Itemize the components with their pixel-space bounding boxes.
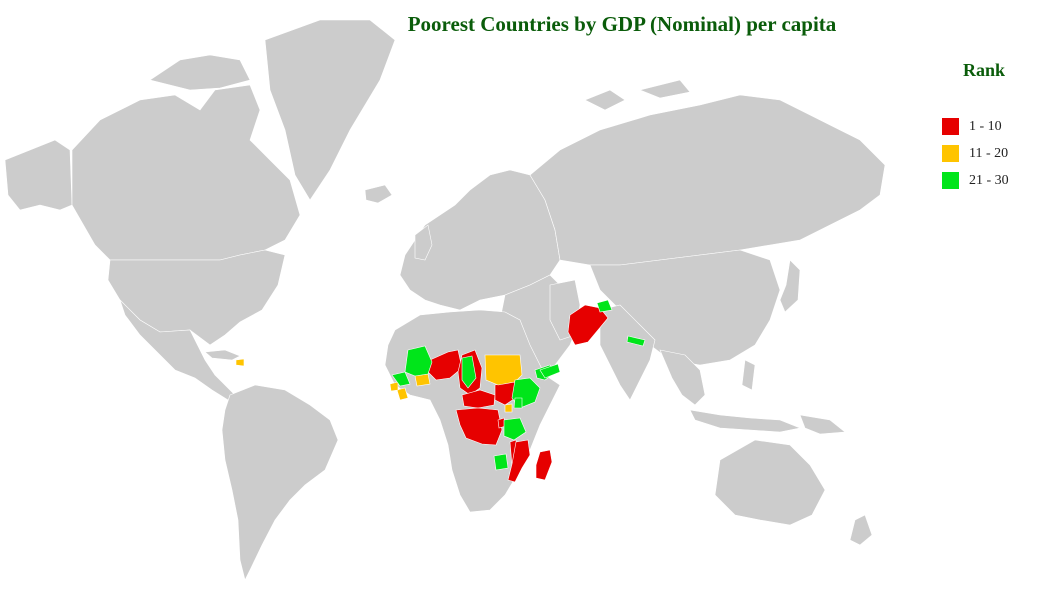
- legend-swatch-yellow: [942, 145, 959, 162]
- legend-item-rank-1-10[interactable]: 1 - 10: [934, 113, 1034, 140]
- country-yemen[interactable]: [539, 363, 561, 379]
- region-australia[interactable]: [714, 439, 826, 526]
- region-iceland[interactable]: [364, 184, 393, 204]
- region-canada[interactable]: [71, 84, 301, 261]
- country-rwanda[interactable]: [504, 403, 513, 413]
- country-sierra-leone[interactable]: [389, 381, 399, 392]
- region-philippines[interactable]: [741, 359, 756, 391]
- country-car[interactable]: [461, 389, 496, 409]
- country-tajikistan[interactable]: [596, 299, 613, 313]
- country-niger[interactable]: [427, 349, 463, 381]
- map-title: Poorest Countries by GDP (Nominal) per c…: [407, 12, 837, 36]
- region-south-america[interactable]: [221, 384, 339, 581]
- region-japan[interactable]: [779, 259, 801, 313]
- legend-label: 1 - 10: [969, 118, 1002, 134]
- land-layer: [4, 19, 886, 581]
- country-dr-congo[interactable]: [455, 407, 503, 446]
- legend-label: 11 - 20: [969, 145, 1009, 161]
- legend-swatch-green: [942, 172, 959, 189]
- region-alaska[interactable]: [4, 139, 73, 211]
- country-madagascar[interactable]: [535, 449, 553, 481]
- legend-label: 21 - 30: [969, 172, 1009, 188]
- legend-title: Rank: [962, 60, 1006, 80]
- region-se-asia[interactable]: [659, 349, 706, 406]
- region-papua[interactable]: [799, 414, 846, 435]
- region-usa[interactable]: [107, 249, 286, 346]
- region-new-zealand[interactable]: [849, 514, 873, 546]
- region-russia-islands[interactable]: [584, 79, 691, 111]
- country-haiti[interactable]: [235, 358, 245, 367]
- region-cuba[interactable]: [204, 349, 241, 361]
- legend-item-rank-21-30[interactable]: 21 - 30: [934, 167, 1034, 194]
- country-liberia[interactable]: [396, 387, 409, 401]
- region-india[interactable]: [599, 304, 656, 401]
- legend: Rank 1 - 10 11 - 20 21 - 30: [934, 60, 1034, 194]
- country-uganda[interactable]: [513, 397, 523, 409]
- region-greenland[interactable]: [264, 19, 396, 201]
- country-nepal[interactable]: [626, 335, 646, 347]
- country-zimbabwe[interactable]: [493, 453, 509, 471]
- region-uk[interactable]: [414, 224, 433, 261]
- region-arctic-islands[interactable]: [149, 54, 251, 91]
- country-mozambique[interactable]: [507, 439, 531, 483]
- legend-swatch-red: [942, 118, 959, 135]
- country-tanzania[interactable]: [503, 417, 527, 441]
- country-guinea[interactable]: [391, 371, 411, 387]
- legend-item-rank-11-20[interactable]: 11 - 20: [934, 140, 1034, 167]
- highlight-layer: [235, 299, 646, 483]
- region-russia[interactable]: [529, 94, 886, 266]
- country-central-africa-green[interactable]: [461, 355, 477, 389]
- region-indonesia[interactable]: [689, 409, 802, 433]
- country-afghanistan[interactable]: [567, 304, 609, 346]
